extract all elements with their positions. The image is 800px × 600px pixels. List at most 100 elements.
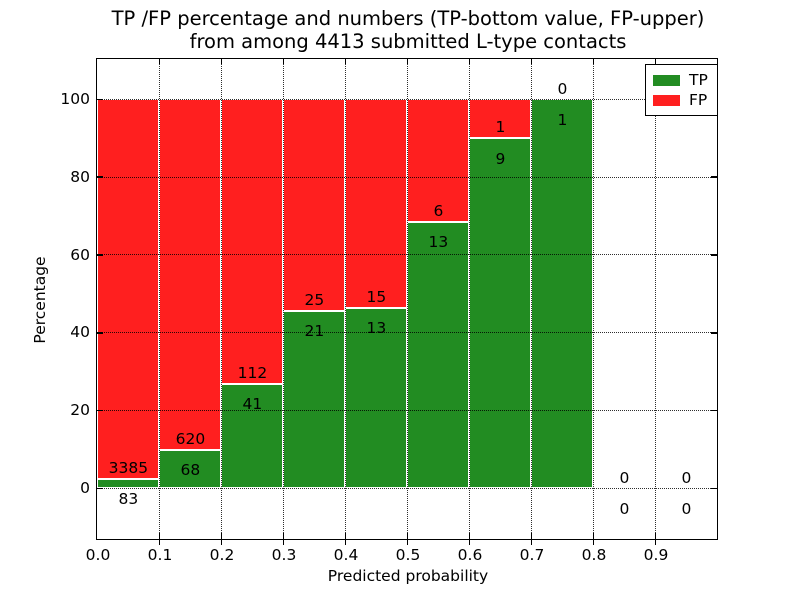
- x-gridline: [282, 59, 284, 540]
- x-gridline: [220, 59, 222, 540]
- fp-count-label: 6: [433, 202, 444, 221]
- y-gridline: [97, 98, 718, 100]
- y-gridline: [97, 254, 718, 256]
- tp-bar-segment: [221, 384, 284, 489]
- x-tick-mark: [530, 533, 533, 546]
- x-tick-mark: [406, 533, 409, 546]
- y-tick-mark-left: [97, 98, 104, 101]
- fp-count-label: 0: [681, 468, 692, 487]
- x-tick-label: 0.5: [395, 546, 421, 564]
- fp-bar-segment: [283, 99, 346, 311]
- y-tick-mark-left: [97, 409, 104, 412]
- tp-count-label: 0: [681, 499, 692, 518]
- legend-label-fp: FP: [689, 91, 708, 109]
- y-tick-mark-right: [711, 487, 718, 490]
- x-tick-mark-top: [406, 59, 409, 65]
- legend-swatch-fp-icon: [653, 94, 680, 106]
- y-gridline: [97, 410, 718, 411]
- x-tick-mark: [592, 533, 595, 546]
- legend-swatch-tp-icon: [653, 74, 680, 86]
- tp-count-label: 41: [242, 395, 263, 414]
- y-tick-mark-right: [711, 176, 718, 178]
- x-tick-mark-top: [220, 59, 223, 65]
- tp-count-label: 1: [557, 110, 568, 129]
- y-tick-label: 100: [60, 90, 90, 108]
- y-tick-mark-left: [97, 176, 104, 178]
- x-tick-label: 0.8: [581, 546, 607, 564]
- x-tick-mark: [282, 533, 285, 546]
- x-tick-label: 0.1: [147, 546, 173, 564]
- tp-bar-segment: [469, 138, 532, 489]
- fp-count-label: 3385: [108, 459, 149, 478]
- x-gridline: [344, 59, 346, 540]
- fp-count-label: 0: [619, 468, 630, 487]
- x-tick-label: 0.3: [271, 546, 297, 564]
- x-tick-mark-top: [158, 59, 161, 65]
- tp-count-label: 13: [366, 319, 387, 338]
- fp-bar-segment: [345, 99, 408, 308]
- x-tick-label: 0.6: [457, 546, 483, 564]
- tp-count-label: 0: [619, 499, 630, 518]
- x-tick-mark-top: [282, 59, 285, 65]
- y-axis-label: Percentage: [31, 256, 49, 344]
- tp-count-label: 9: [495, 149, 506, 168]
- tp-bar-segment: [407, 222, 470, 489]
- x-tick-label: 0.2: [209, 546, 235, 564]
- fp-count-label: 25: [304, 290, 325, 309]
- chart-title-line1: TP /FP percentage and numbers (TP-bottom…: [111, 7, 705, 30]
- y-tick-label: 60: [70, 245, 90, 264]
- legend-label-tp: TP: [689, 71, 708, 89]
- y-tick-label: 40: [70, 323, 90, 342]
- fp-count-label: 112: [237, 364, 268, 383]
- fp-bar-segment: [469, 99, 532, 139]
- x-gridline: [530, 59, 532, 540]
- x-tick-mark-top: [468, 59, 471, 65]
- x-gridline: [592, 59, 594, 540]
- tp-count-label: 13: [428, 233, 449, 252]
- tp-count-label: 21: [304, 322, 325, 341]
- legend: TP FP: [645, 64, 718, 116]
- x-gridline: [654, 59, 656, 540]
- x-tick-mark-top: [592, 59, 595, 65]
- chart-title: TP /FP percentage and numbers (TP-bottom…: [16, 7, 800, 53]
- fp-bar-segment: [407, 99, 470, 223]
- tp-count-label: 68: [180, 461, 201, 480]
- x-tick-mark: [344, 533, 347, 546]
- y-tick-mark-left: [97, 487, 104, 490]
- y-tick-mark-right: [711, 254, 718, 256]
- y-tick-mark-left: [97, 254, 104, 256]
- fp-bar-segment: [221, 99, 284, 385]
- x-axis-label: Predicted probability: [327, 567, 489, 585]
- fp-bar-segment: [159, 99, 222, 450]
- y-gridline: [97, 332, 718, 334]
- x-tick-mark-top: [530, 59, 533, 65]
- tp-bar-segment: [531, 99, 594, 489]
- x-tick-label: 0.4: [333, 546, 359, 564]
- x-tick-mark: [654, 533, 657, 546]
- x-tick-mark: [220, 533, 223, 546]
- fp-count-label: 1: [495, 118, 506, 137]
- y-gridline: [97, 487, 718, 489]
- x-tick-mark: [158, 533, 161, 546]
- tp-count-label: 83: [118, 490, 139, 509]
- fp-count-label: 15: [366, 287, 387, 306]
- legend-entry-fp: FP: [653, 90, 710, 110]
- x-tick-label: 0.9: [643, 546, 669, 564]
- y-tick-mark-left: [97, 332, 104, 334]
- fp-count-label: 0: [557, 79, 568, 98]
- chart-title-line2: from among 4413 submitted L-type contact…: [189, 30, 627, 53]
- x-gridline: [468, 59, 470, 540]
- y-tick-label: 0: [80, 479, 90, 497]
- y-gridline: [97, 176, 718, 178]
- y-tick-label: 20: [70, 401, 90, 420]
- y-tick-label: 80: [70, 167, 90, 186]
- x-tick-mark-top: [654, 59, 657, 65]
- x-tick-mark-top: [344, 59, 347, 65]
- x-tick-label: 0.7: [519, 546, 545, 564]
- y-tick-mark-right: [711, 409, 718, 412]
- x-gridline: [406, 59, 408, 540]
- fp-count-label: 620: [175, 430, 206, 449]
- x-tick-mark: [468, 533, 471, 546]
- fp-bar-segment: [97, 99, 160, 480]
